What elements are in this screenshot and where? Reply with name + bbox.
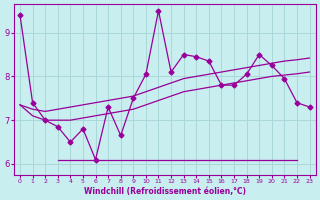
X-axis label: Windchill (Refroidissement éolien,°C): Windchill (Refroidissement éolien,°C) bbox=[84, 187, 246, 196]
